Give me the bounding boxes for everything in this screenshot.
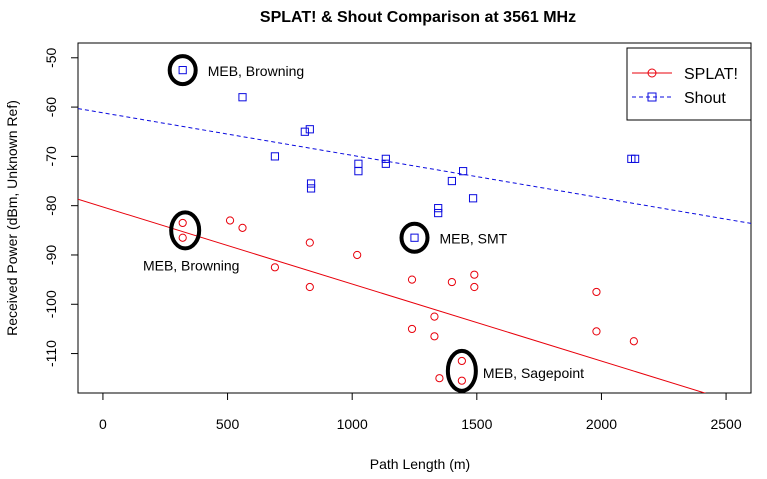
shout-point — [630, 154, 640, 163]
annotation-label: MEB, Browning — [143, 257, 239, 273]
x-tick-label: 2500 — [710, 416, 741, 432]
shout-point — [410, 233, 419, 242]
shout-point — [300, 127, 309, 136]
legend-label-splat: SPLAT! — [684, 66, 738, 83]
plot-area-frame — [77, 42, 752, 394]
y-axis-label: Received Power (dBm, Unknown Ref) — [4, 100, 20, 336]
annotation-ellipse — [169, 210, 202, 251]
shout-point — [270, 152, 280, 161]
splat-point — [430, 332, 439, 341]
splat-point — [457, 376, 466, 385]
shout-point — [381, 159, 390, 168]
y-tick-label: -70 — [43, 146, 59, 166]
shout-point — [238, 93, 247, 102]
splat-point — [457, 356, 466, 366]
shout-point — [178, 66, 187, 75]
shout-point — [434, 208, 443, 218]
splat-point — [470, 282, 479, 292]
annotation-label: MEB, SMT — [440, 231, 508, 247]
y-tick-label: -90 — [43, 245, 59, 265]
y-tick-label: -100 — [43, 290, 59, 318]
y-axis: -50 -60 -70 -80 -90 -100 -110 — [43, 47, 78, 367]
y-tick-label: -50 — [43, 47, 59, 67]
splat-point — [407, 275, 417, 284]
splat-point — [435, 374, 444, 383]
splat-point — [470, 270, 479, 279]
y-tick-label: -80 — [43, 195, 59, 215]
splat-point — [225, 216, 235, 225]
y-tick-label: -60 — [43, 97, 59, 117]
legend-marker-shout — [647, 92, 657, 102]
shout-point — [447, 176, 456, 186]
shout-point — [306, 179, 316, 188]
splat-point — [430, 312, 439, 321]
splat-point — [178, 233, 187, 242]
x-tick-label: 1500 — [461, 416, 492, 432]
splat-point — [447, 277, 456, 287]
splat-point — [270, 263, 280, 272]
splat-point — [407, 324, 417, 334]
splat-point — [178, 218, 187, 228]
trend-line-splat — [78, 198, 707, 393]
annotations: MEB, Browning MEB, Browning MEB, SMT MEB, S… — [143, 54, 584, 393]
splat-point — [629, 337, 638, 346]
shout-point — [381, 154, 390, 163]
shout-point — [459, 167, 468, 176]
annotation-label: MEB, Sagepoint — [483, 365, 584, 381]
chart-title: SPLAT! & Shout Comparison at 3561 MHz — [260, 9, 576, 26]
annotation-ellipse — [167, 54, 198, 87]
splat-point — [592, 327, 601, 336]
splat-point — [353, 250, 362, 260]
annotation-ellipse — [399, 221, 430, 254]
splat-point — [238, 223, 247, 232]
x-tick-label: 500 — [216, 416, 240, 432]
trend-line-shout — [78, 108, 751, 224]
shout-point — [468, 194, 478, 203]
x-tick-label: 2000 — [586, 416, 617, 432]
annotation-label: MEB, Browning — [208, 63, 304, 79]
trend-lines — [78, 108, 751, 393]
x-tick-label: 1000 — [337, 416, 368, 432]
legend-marker-splat — [647, 68, 657, 78]
legend-label-shout: Shout — [684, 90, 726, 107]
shout-point — [354, 167, 363, 176]
x-axis: 0 500 1000 1500 2000 2500 — [99, 393, 742, 432]
x-axis-label: Path Length (m) — [370, 456, 470, 472]
shout-point — [306, 184, 316, 193]
y-tick-label: -110 — [43, 340, 59, 367]
x-tick-label: 0 — [99, 416, 107, 432]
splat-point — [592, 287, 601, 297]
data-points — [178, 66, 640, 385]
legend-box — [626, 47, 752, 121]
splat-point — [305, 238, 314, 247]
legend: SPLAT! Shout — [626, 47, 752, 121]
shout-point — [305, 125, 314, 134]
splat-point — [305, 282, 314, 292]
shout-point — [354, 159, 363, 168]
annotation-ellipse — [445, 348, 478, 393]
shout-point — [434, 204, 443, 213]
